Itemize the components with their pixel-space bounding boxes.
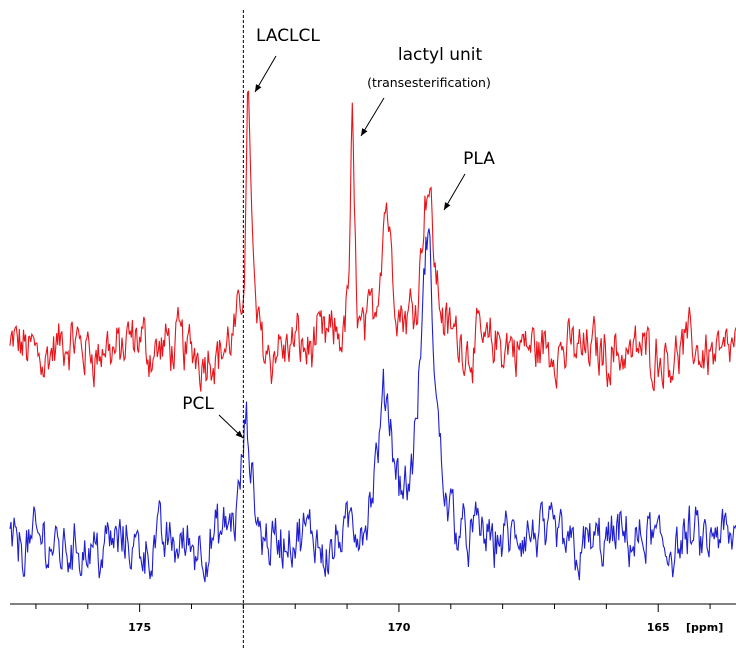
annotation-lactyl-unit: lactyl unit xyxy=(398,45,483,65)
lactyl-unit-arrow-line xyxy=(360,97,385,137)
spectra-group xyxy=(9,90,736,583)
blue-spectrum-line xyxy=(9,228,736,583)
x-axis: 175 170 165 xyxy=(10,603,736,634)
pcl-arrowhead xyxy=(235,430,243,438)
annotation-transesterification: (transesterification) xyxy=(367,75,491,90)
x-axis-unit-label: [ppm] xyxy=(686,621,723,634)
laclcl-arrowhead xyxy=(255,84,262,92)
x-tick-label: 170 xyxy=(387,621,410,634)
x-tick-label: 175 xyxy=(128,621,151,634)
pla-arrowhead xyxy=(444,202,451,210)
annotations-group: LACLCL lactyl unit (transesterification)… xyxy=(182,26,495,439)
annotation-pcl: PCL xyxy=(182,394,214,414)
x-tick-label: 165 xyxy=(647,621,670,634)
lactyl-unit-arrowhead xyxy=(361,128,368,136)
annotation-laclcl: LACLCL xyxy=(256,26,320,46)
annotation-pla: PLA xyxy=(463,149,495,169)
red-spectrum-line xyxy=(9,90,736,392)
